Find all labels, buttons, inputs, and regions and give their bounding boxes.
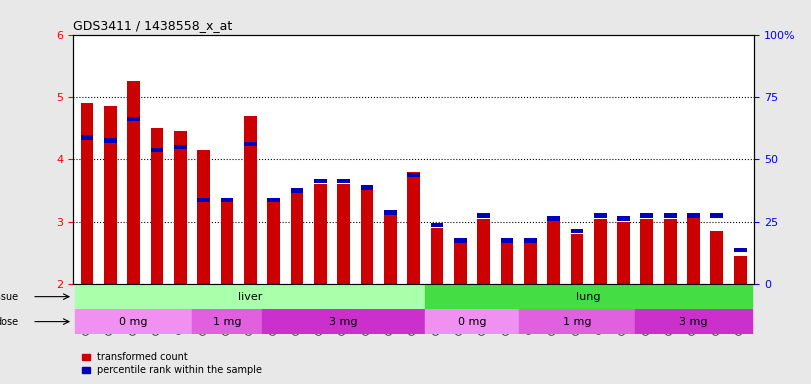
Bar	[710, 214, 723, 218]
Bar	[75, 284, 425, 309]
Bar	[174, 145, 187, 149]
Bar	[407, 173, 420, 177]
Text: 1 mg: 1 mg	[563, 316, 591, 327]
Bar	[104, 139, 117, 143]
Bar	[617, 222, 630, 284]
Bar	[594, 214, 607, 218]
Bar	[75, 309, 192, 334]
Bar	[361, 185, 373, 190]
Bar	[80, 135, 93, 140]
Bar	[570, 234, 583, 284]
Text: 3 mg: 3 mg	[680, 316, 708, 327]
Bar	[267, 200, 280, 284]
Text: 3 mg: 3 mg	[329, 316, 358, 327]
Bar	[244, 116, 257, 284]
Bar	[641, 218, 654, 284]
Bar	[197, 198, 210, 202]
Bar	[570, 229, 583, 233]
Bar	[477, 218, 490, 284]
Bar	[80, 103, 93, 284]
Bar	[594, 218, 607, 284]
Bar	[425, 309, 518, 334]
Text: 1 mg: 1 mg	[212, 316, 241, 327]
Bar	[104, 106, 117, 284]
Bar	[407, 172, 420, 284]
Bar	[425, 284, 752, 309]
Bar	[518, 309, 635, 334]
Bar	[361, 187, 373, 284]
Bar	[547, 218, 560, 284]
Bar	[290, 189, 303, 193]
Bar	[384, 210, 397, 215]
Bar	[454, 240, 466, 284]
Bar	[641, 214, 654, 218]
Text: 0 mg: 0 mg	[457, 316, 486, 327]
Bar	[384, 212, 397, 284]
Bar	[290, 190, 303, 284]
Bar	[197, 150, 210, 284]
Bar	[221, 200, 234, 284]
Bar	[174, 131, 187, 284]
Text: dose: dose	[0, 316, 19, 327]
Bar	[524, 240, 537, 284]
Bar	[314, 179, 327, 184]
Bar	[127, 81, 140, 284]
Bar	[454, 238, 466, 243]
Bar	[431, 223, 444, 227]
Legend: transformed count, percentile rank within the sample: transformed count, percentile rank withi…	[78, 348, 266, 379]
Bar	[192, 309, 262, 334]
Text: tissue: tissue	[0, 291, 19, 302]
Bar	[687, 215, 700, 284]
Bar	[221, 198, 234, 202]
Bar	[431, 228, 444, 284]
Bar	[734, 248, 747, 252]
Bar	[337, 179, 350, 184]
Bar	[664, 214, 676, 218]
Bar	[314, 184, 327, 284]
Bar	[617, 217, 630, 221]
Bar	[500, 238, 513, 243]
Bar	[337, 184, 350, 284]
Bar	[547, 217, 560, 221]
Bar	[664, 218, 676, 284]
Bar	[127, 117, 140, 121]
Text: lung: lung	[577, 291, 601, 302]
Bar	[151, 128, 163, 284]
Bar	[244, 142, 257, 146]
Text: GDS3411 / 1438558_x_at: GDS3411 / 1438558_x_at	[73, 19, 232, 32]
Bar	[687, 214, 700, 218]
Bar	[267, 198, 280, 202]
Bar	[524, 238, 537, 243]
Text: 0 mg: 0 mg	[119, 316, 148, 327]
Text: liver: liver	[238, 291, 263, 302]
Bar	[151, 148, 163, 152]
Bar	[710, 231, 723, 284]
Bar	[500, 240, 513, 284]
Bar	[734, 256, 747, 284]
Bar	[635, 309, 752, 334]
Bar	[262, 309, 425, 334]
Bar	[477, 214, 490, 218]
